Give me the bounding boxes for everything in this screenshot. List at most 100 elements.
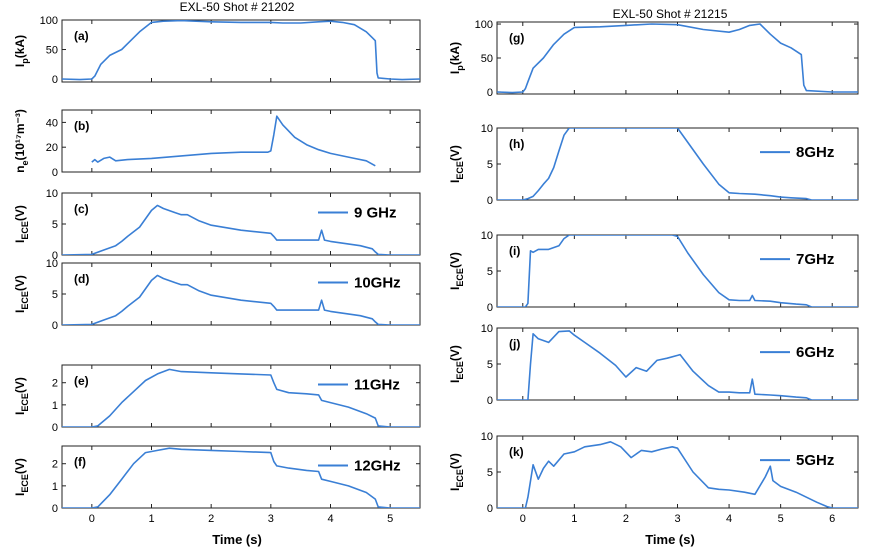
ytick-label: 0 (52, 503, 58, 515)
series-line (497, 440, 858, 508)
panel-label: (i) (509, 244, 520, 258)
legend-label: 5GHz (796, 452, 834, 469)
ytick-label: 5 (487, 266, 493, 278)
panel-label: (f) (74, 455, 86, 469)
ylabel: Ip(kA) (448, 42, 465, 74)
xtick-label: 1 (571, 513, 577, 525)
ytick-label: 10 (481, 431, 493, 443)
ylabel: IECE(V) (13, 458, 30, 496)
ytick-label: 1 (52, 400, 58, 412)
panel-j: 0 5 10 (j) IECE(V) 6GHz (448, 323, 859, 407)
series-line (62, 20, 420, 81)
legend-label: 6GHz (796, 344, 834, 361)
ylabel: IECE(V) (448, 453, 465, 491)
ytick-label: 2 (52, 459, 58, 471)
axes-frame (61, 19, 421, 83)
panel-k: 0 5 10 0 1 2 3 4 5 6 (k) IECE(V) 5GHz (448, 431, 859, 525)
panel-a: 0 50 100 (a) Ip(kA) (13, 15, 421, 86)
series-line (62, 447, 420, 508)
ylabel: IECE(V) (13, 205, 30, 243)
left-title: EXL-50 Shot # 21202 (180, 0, 295, 14)
ytick-label: 0 (52, 74, 58, 86)
ytick-label: 0 (487, 87, 493, 99)
ytick-label: 100 (40, 15, 58, 27)
panel-label: (c) (74, 202, 89, 216)
axes-frame (61, 445, 421, 509)
ytick-label: 10 (481, 323, 493, 335)
ytick-label: 0 (52, 320, 58, 332)
panel-e: 0 1 2 (e) IECE(V) 11GHz (13, 364, 421, 434)
ytick-label: 0 (52, 167, 58, 179)
xtick-label: 5 (387, 513, 393, 525)
panel-g: 0 50 100 (g) Ip(kA) (448, 19, 859, 99)
panel-i: 0 5 10 (i) IECE(V) 7GHz (448, 230, 859, 314)
ytick-label: 0 (487, 395, 493, 407)
xtick-label: 3 (674, 513, 680, 525)
right-title: EXL-50 Shot # 21215 (613, 7, 728, 21)
ytick-label: 5 (487, 467, 493, 479)
legend-label: 11GHz (354, 377, 400, 394)
ytick-label: 10 (46, 188, 58, 200)
ytick-label: 10 (481, 123, 493, 135)
ytick-label: 1 (52, 481, 58, 493)
ytick-label: 100 (475, 19, 493, 31)
xtick-label: 3 (268, 513, 274, 525)
ytick-label: 0 (487, 302, 493, 314)
ytick-label: 50 (46, 45, 58, 57)
xtick-label: 6 (829, 513, 835, 525)
panel-label: (e) (74, 374, 89, 388)
series-line (497, 23, 858, 94)
series-line (91, 115, 376, 167)
axes-frame (61, 109, 421, 173)
ytick-label: 5 (52, 219, 58, 231)
right-xlabel: Time (s) (645, 532, 695, 547)
axes-frame (496, 435, 859, 509)
legend-label: 10GHz (354, 275, 401, 292)
series-line (62, 204, 420, 255)
ytick-label: 5 (487, 159, 493, 171)
ylabel: IECE(V) (448, 145, 465, 183)
xtick-label: 2 (623, 513, 629, 525)
panel-c: 0 5 10 (c) IECE(V) 9 GHz (13, 188, 421, 262)
xtick-label: 2 (208, 513, 214, 525)
series-line (62, 368, 420, 427)
panel-label: (j) (509, 337, 520, 351)
axes-frame (496, 234, 859, 308)
ytick-label: 5 (487, 359, 493, 371)
series-line (497, 235, 858, 307)
xtick-label: 5 (778, 513, 784, 525)
ytick-label: 0 (487, 195, 493, 207)
panel-label: (a) (74, 29, 89, 43)
panel-label: (h) (509, 137, 524, 151)
xtick-label: 1 (148, 513, 154, 525)
series-line (497, 128, 858, 200)
panel-d: 0 5 10 (d) IECE(V) 10GHz (13, 258, 421, 332)
ylabel: IECE(V) (13, 275, 30, 313)
ytick-label: 0 (52, 250, 58, 262)
ytick-label: 10 (46, 258, 58, 270)
ytick-label: 5 (52, 289, 58, 301)
panel-label: (d) (74, 272, 89, 286)
ytick-label: 40 (46, 117, 58, 129)
series-line (62, 274, 420, 325)
legend-label: 7GHz (796, 251, 834, 268)
xtick-label: 4 (327, 513, 333, 525)
ylabel: ne(10¹⁷m⁻³) (13, 109, 30, 173)
ytick-label: 0 (52, 422, 58, 434)
ytick-label: 0 (487, 503, 493, 515)
ytick-label: 2 (52, 378, 58, 390)
ytick-label: 10 (481, 230, 493, 242)
panel-h: 0 5 10 (h) IECE(V) 8GHz (448, 123, 859, 207)
ytick-label: 50 (481, 53, 493, 65)
series-line (497, 330, 858, 400)
panel-f: 0 1 2 0 1 2 3 4 5 (f) IECE(V) 12GHz (13, 445, 421, 525)
ylabel: IECE(V) (448, 252, 465, 290)
ylabel: IECE(V) (13, 377, 30, 415)
left-xlabel: Time (s) (212, 532, 262, 547)
legend-label: 12GHz (354, 458, 401, 475)
axes-frame (61, 364, 421, 428)
ytick-label: 20 (46, 142, 58, 154)
ylabel: IECE(V) (448, 345, 465, 383)
panel-label: (k) (509, 445, 524, 459)
